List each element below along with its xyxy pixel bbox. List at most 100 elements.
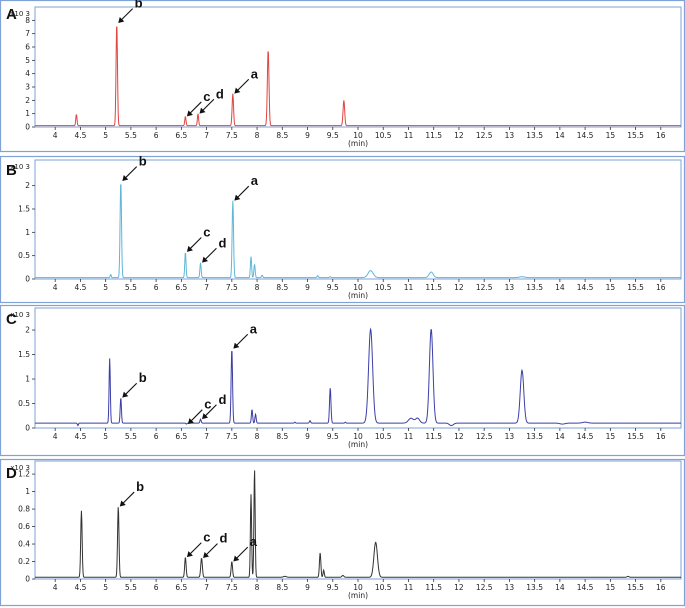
x-tick-label: 6 xyxy=(154,583,159,592)
y-tick-label: 1.2 xyxy=(18,470,30,479)
annotation-arrow-line xyxy=(189,542,202,555)
x-tick-label: 8.5 xyxy=(276,283,288,292)
y-scale-label: x10 3 xyxy=(10,163,30,171)
x-tick-label: 6 xyxy=(154,131,159,140)
x-tick-label: 9.5 xyxy=(327,583,339,592)
x-tick-label: 16 xyxy=(656,283,666,292)
annotation-arrow-head xyxy=(122,175,129,181)
peak-label-c: c xyxy=(204,397,211,412)
x-tick-label: 15.5 xyxy=(627,432,644,441)
y-tick-label: 4 xyxy=(25,69,30,78)
annotation-arrow-head xyxy=(199,107,206,114)
plot-area xyxy=(34,159,682,280)
x-tick-label: 13.5 xyxy=(526,283,543,292)
x-tick-label: 8 xyxy=(255,131,260,140)
x-tick-label: 13 xyxy=(505,432,515,441)
x-tick-label: 15.5 xyxy=(627,131,644,140)
annotation-c: c xyxy=(186,89,211,117)
y-tick-label: 2 xyxy=(25,96,30,105)
x-axis-title: (min) xyxy=(348,291,368,300)
y-tick-label: 0 xyxy=(25,123,30,132)
annotation-arrow-line xyxy=(236,185,250,198)
panel-frame xyxy=(0,155,685,304)
peak-label-c: c xyxy=(203,530,210,545)
x-tick-label: 7 xyxy=(204,283,209,292)
x-tick-label: 11 xyxy=(404,432,414,441)
annotation-arrow-head xyxy=(234,194,241,201)
y-scale-label: x10 3 xyxy=(10,464,30,472)
annotation-arrow-line xyxy=(124,166,138,179)
annotation-b: b xyxy=(118,0,143,23)
x-tick-label: 4 xyxy=(53,283,58,292)
x-tick-label: 10 xyxy=(353,283,363,292)
x-tick-label: 15 xyxy=(606,131,616,140)
x-tick-label: 14 xyxy=(555,583,565,592)
y-tick-label: 1 xyxy=(25,109,30,118)
annotation-arrow-line xyxy=(204,404,217,417)
x-tick-label: 12.5 xyxy=(476,583,493,592)
x-tick-label: 8 xyxy=(255,583,260,592)
annotation-b: b xyxy=(122,154,147,181)
annotation-arrow-head xyxy=(234,87,241,94)
x-tick-label: 5 xyxy=(103,131,108,140)
x-tick-label: 10 xyxy=(353,583,363,592)
x-tick-label: 14.5 xyxy=(577,583,594,592)
x-axis-title: (min) xyxy=(348,139,368,148)
x-tick-label: 4.5 xyxy=(74,131,86,140)
x-tick-label: 15.5 xyxy=(627,283,644,292)
annotation-a: a xyxy=(234,66,259,94)
y-tick-label: 1.5 xyxy=(18,350,30,359)
x-tick-label: 7.5 xyxy=(226,583,238,592)
x-tick-label: 5 xyxy=(103,432,108,441)
y-tick-label: 1 xyxy=(25,375,30,384)
annotation-arrow-line xyxy=(122,491,135,504)
x-axis-title: (min) xyxy=(348,440,368,449)
x-tick-label: 9 xyxy=(305,432,310,441)
peak-label-d: d xyxy=(218,235,226,250)
annotation-d: d xyxy=(202,392,226,420)
x-tick-label: 14.5 xyxy=(577,283,594,292)
annotation-arrow-line xyxy=(235,546,249,559)
x-tick-label: 6.5 xyxy=(175,283,187,292)
x-tick-label: 4.5 xyxy=(74,283,86,292)
x-tick-label: 12 xyxy=(454,583,464,592)
annotation-arrow-head xyxy=(202,256,209,263)
x-axis-title: (min) xyxy=(348,591,368,600)
x-tick-label: 6.5 xyxy=(175,432,187,441)
y-tick-label: 0.4 xyxy=(18,540,30,549)
plot-area xyxy=(34,307,682,429)
y-tick-label: 0.5 xyxy=(18,251,30,260)
annotation-arrow-head xyxy=(187,418,194,425)
x-tick-label: 6.5 xyxy=(175,131,187,140)
x-tick-label: 12 xyxy=(454,131,464,140)
x-tick-label: 8 xyxy=(255,283,260,292)
x-tick-label: 13.5 xyxy=(526,131,543,140)
annotation-arrow-head xyxy=(233,342,240,349)
x-tick-label: 5 xyxy=(103,283,108,292)
x-tick-label: 4.5 xyxy=(74,432,86,441)
panel-label: B xyxy=(6,162,17,179)
y-tick-label: 0 xyxy=(25,575,30,584)
annotation-arrow-head xyxy=(119,500,126,507)
y-tick-label: 1 xyxy=(25,487,30,496)
y-tick-label: 0.2 xyxy=(18,557,30,566)
x-tick-label: 13.5 xyxy=(526,432,543,441)
x-tick-label: 5.5 xyxy=(125,583,137,592)
x-tick-label: 10.5 xyxy=(375,432,392,441)
annotation-arrow-line xyxy=(235,333,249,347)
y-tick-label: 0.8 xyxy=(18,505,30,514)
x-tick-label: 12 xyxy=(454,432,464,441)
x-tick-label: 7 xyxy=(204,131,209,140)
x-tick-label: 15 xyxy=(606,583,616,592)
x-tick-label: 11 xyxy=(404,583,414,592)
peak-label-a: a xyxy=(251,173,259,188)
x-tick-label: 12.5 xyxy=(476,131,493,140)
y-scale-label: x10 3 xyxy=(10,10,30,18)
annotation-d: d xyxy=(203,531,227,559)
annotation-arrow-line xyxy=(204,247,217,261)
annotation-arrow-head xyxy=(202,413,209,420)
